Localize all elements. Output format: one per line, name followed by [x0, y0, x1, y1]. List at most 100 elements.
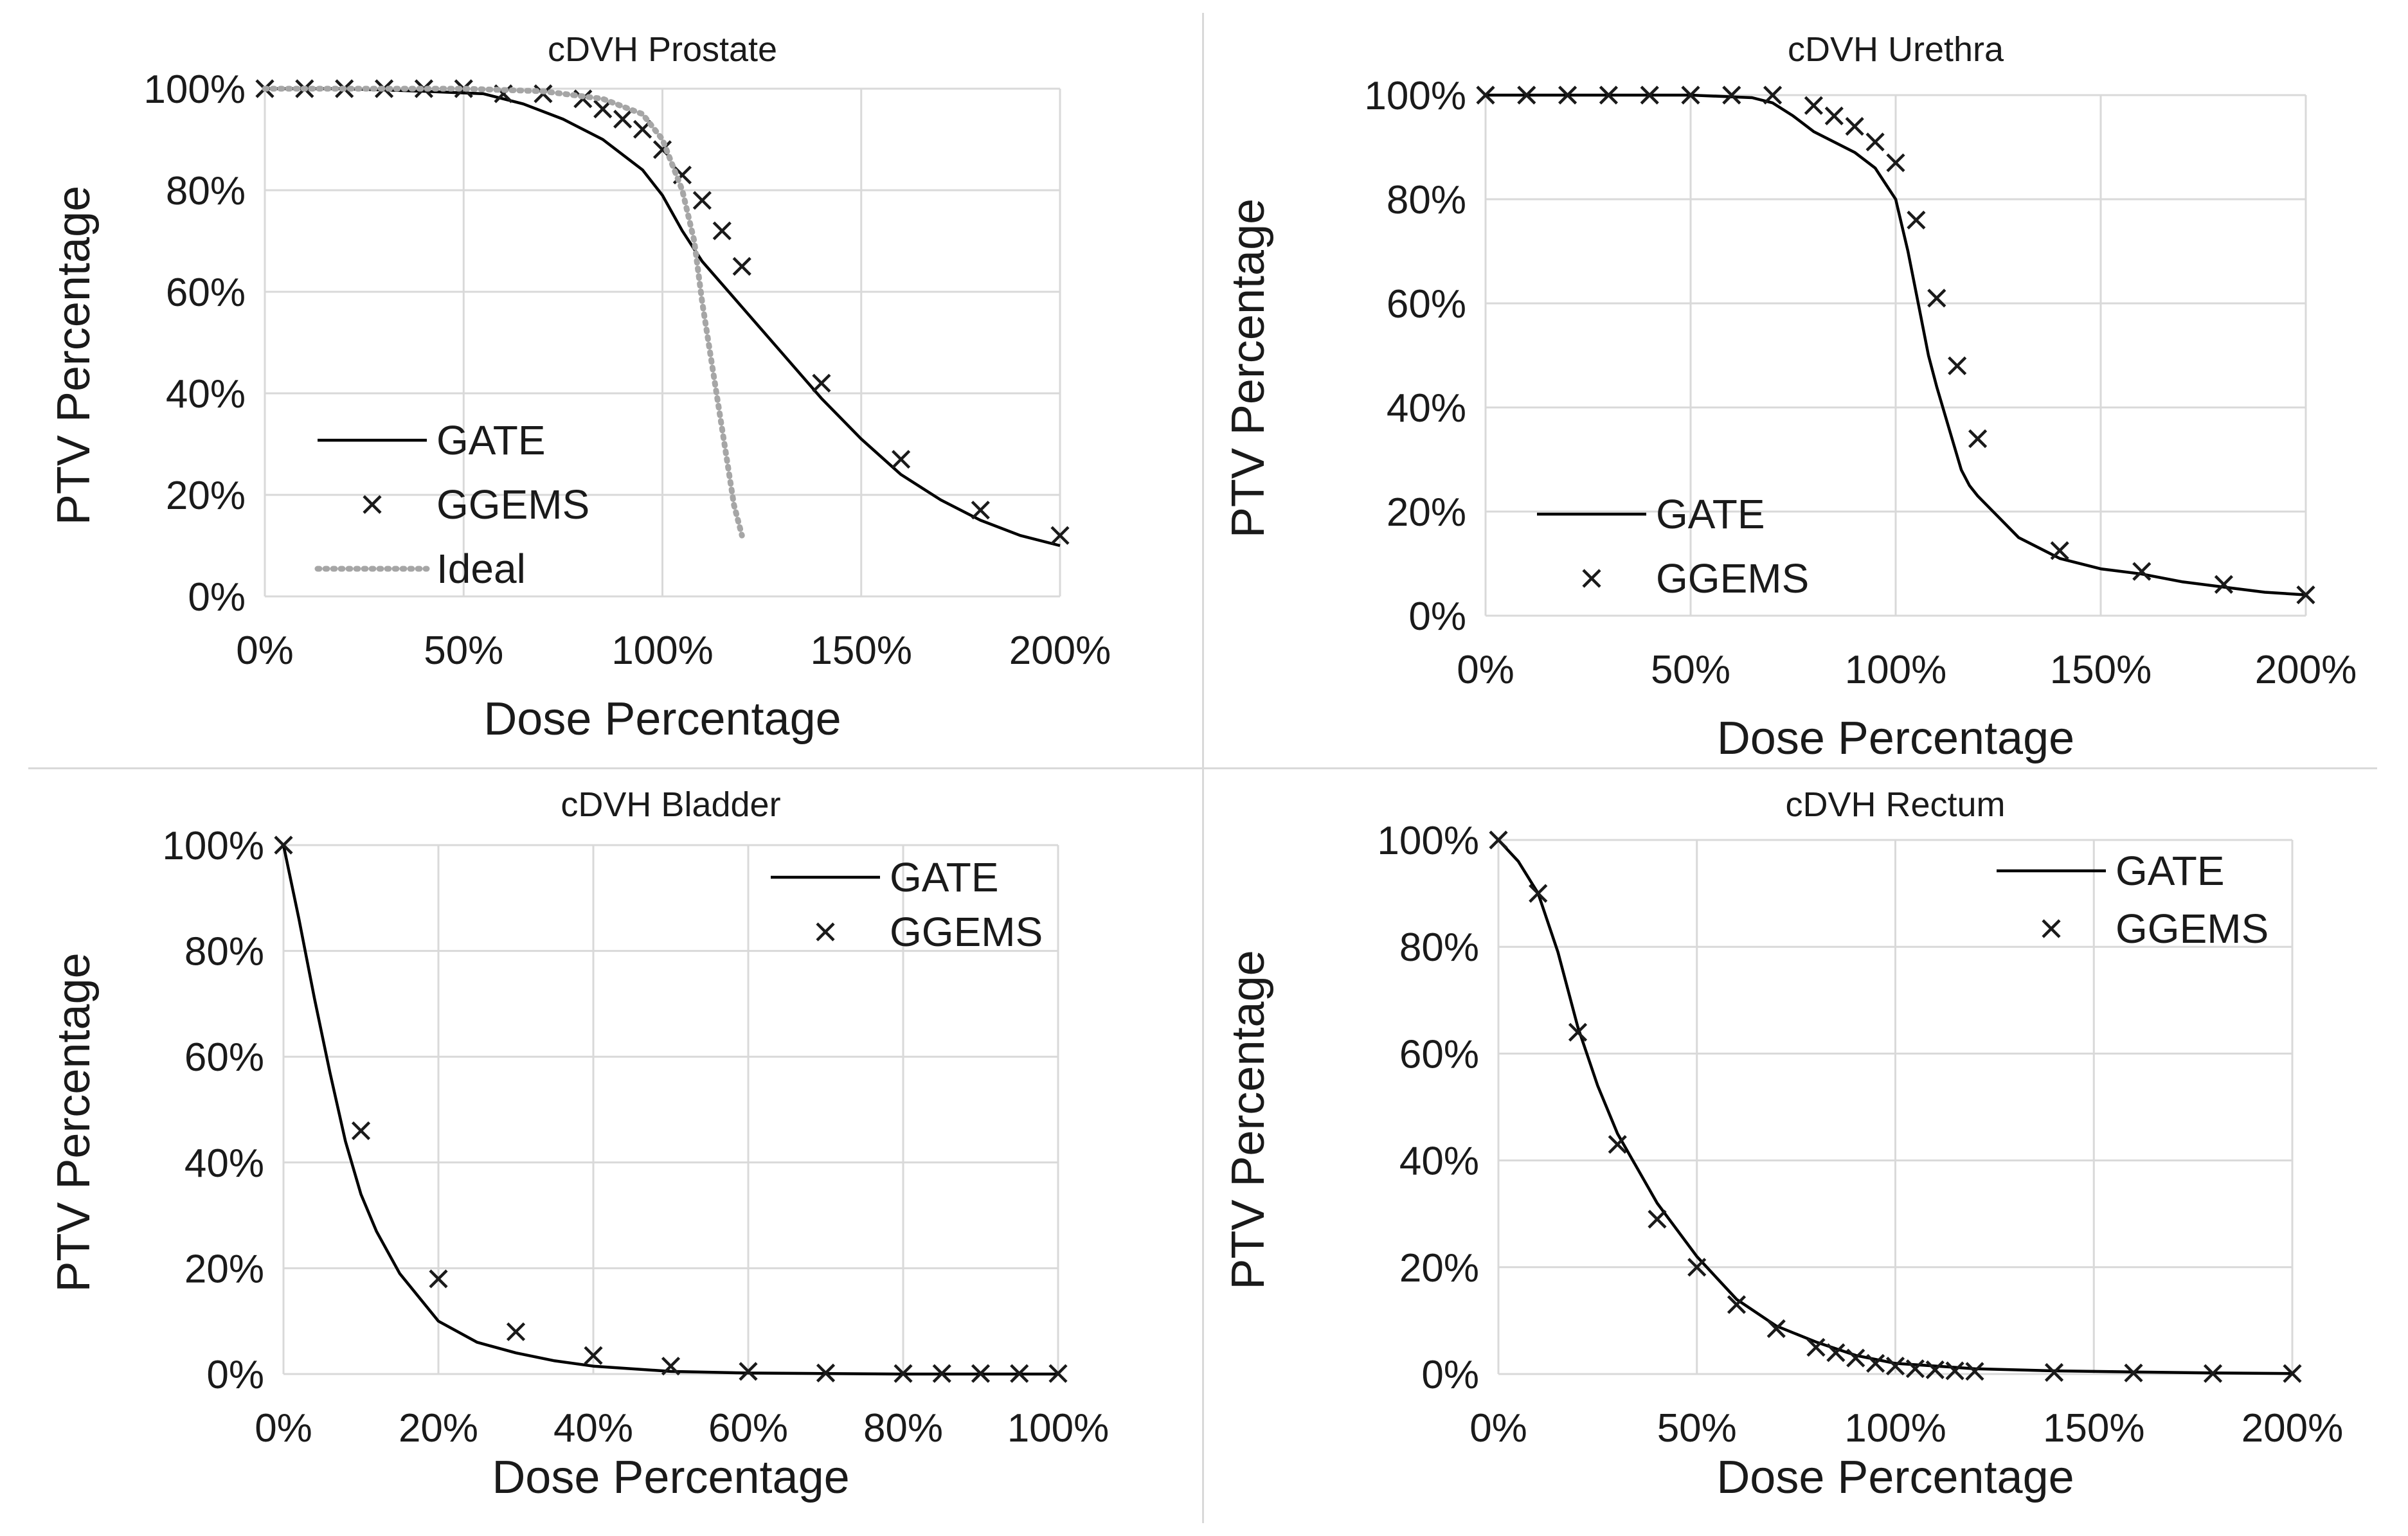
y-tick-label: 60% — [166, 271, 246, 315]
data-point-ggems — [351, 1121, 371, 1141]
legend-entry-gate: GATE — [771, 854, 999, 900]
y-tick-label: 0% — [1408, 594, 1466, 639]
data-point-ggems — [1048, 1364, 1068, 1383]
x-tick-label: 20% — [399, 1406, 478, 1451]
data-point-ggems — [2124, 1363, 2143, 1382]
y-tick-label: 100% — [162, 824, 264, 868]
data-point-ggems — [1826, 1343, 1846, 1362]
data-point-ggems — [1727, 1295, 1747, 1314]
y-tick-label: 40% — [166, 372, 246, 416]
y-tick-label: 60% — [1387, 282, 1466, 326]
y-axis-label: PTV Percentage — [1223, 199, 1274, 538]
data-point-ggems — [1476, 85, 1495, 105]
y-tick-label: 80% — [1387, 178, 1466, 222]
legend-entry-ggems: GGEMS — [363, 481, 589, 528]
y-axis-label: PTV Percentage — [48, 186, 100, 525]
chart-rectum: cDVH Rectum 0% 20% 40% 60% 80% 100% 0% 50% 100% 15… — [1223, 785, 2344, 1503]
x-tick-label: 60% — [708, 1406, 788, 1451]
data-point-ggems — [593, 100, 613, 119]
chart-title: cDVH Urethra — [1788, 30, 2004, 69]
chart-title: cDVH Prostate — [548, 30, 777, 69]
data-point-ggems — [2283, 1364, 2302, 1383]
y-tick-label: 80% — [166, 169, 246, 213]
x-tick-label: 80% — [863, 1406, 943, 1451]
data-point-ggems — [739, 1362, 758, 1381]
y-tick-label: 40% — [184, 1141, 264, 1186]
legend-entry-ideal: Ideal — [314, 546, 526, 592]
data-point-ggems — [1489, 830, 1508, 850]
data-point-ggems — [1965, 1362, 1984, 1381]
data-point-ggems — [1845, 117, 1864, 136]
data-point-ggems — [1866, 1353, 1885, 1373]
data-point-ggems — [732, 256, 751, 276]
x-tick-label: 150% — [2043, 1406, 2145, 1451]
x-tick-label: 40% — [553, 1406, 633, 1451]
x-tick-label: 50% — [1651, 648, 1730, 692]
chart-title: cDVH Bladder — [561, 785, 780, 824]
data-point-ggems — [971, 1364, 991, 1383]
data-point-ggems — [1722, 85, 1741, 105]
y-tick-label: 20% — [1399, 1246, 1479, 1290]
x-tick-label: 0% — [255, 1406, 312, 1451]
chart-urethra: cDVH Urethra 0% 20% 40% 60% 80% 100% 0% 50% 100% 1… — [1223, 30, 2357, 764]
data-point-ggems — [1687, 1258, 1707, 1277]
data-point-ggems — [1846, 1348, 1865, 1368]
data-point-ggems — [1010, 1364, 1029, 1383]
data-point-ggems — [1806, 1337, 1826, 1357]
x-axis-label: Dose Percentage — [492, 1452, 849, 1503]
y-tick-label: 80% — [184, 930, 264, 974]
y-tick-label: 0% — [206, 1353, 264, 1397]
y-tick-label: 100% — [1377, 819, 1479, 863]
data-point-ggems — [1948, 356, 1967, 375]
x-tick-label: 200% — [2242, 1406, 2344, 1451]
data-point-ggems — [1517, 85, 1536, 105]
y-axis-label: PTV Percentage — [48, 952, 100, 1292]
x-tick-label: 150% — [2050, 648, 2152, 692]
panel-divider-horizontal — [28, 767, 2377, 769]
x-tick-label: 200% — [2255, 648, 2357, 692]
legend-entry-ggems: GGEMS — [2042, 906, 2269, 952]
data-point-ggems — [1599, 85, 1618, 105]
data-point-ggems — [2050, 541, 2069, 560]
y-tick-label: 20% — [1387, 490, 1466, 535]
legend-label: GGEMS — [436, 481, 589, 528]
x-tick-label: 0% — [1457, 648, 1514, 692]
data-point-ggems — [429, 1269, 448, 1289]
series-line-gate — [1486, 93, 2306, 596]
data-point-ggems — [1648, 1210, 1667, 1229]
legend-label: GGEMS — [890, 909, 1043, 955]
data-point-ggems — [584, 1346, 603, 1365]
data-point-ggems — [816, 1363, 836, 1382]
x-tick-label: 100% — [1007, 1406, 1110, 1451]
y-tick-label: 0% — [188, 575, 246, 620]
data-point-ggems — [1568, 1023, 1588, 1042]
panel-prostate: cDVH Prostate 0% 20% 40% 60% 80% 100% 0% 50% 100%… — [28, 13, 1203, 768]
data-point-ggems — [1640, 85, 1659, 105]
data-point-ggems — [613, 109, 633, 129]
legend-label: GATE — [890, 854, 999, 900]
legend-entry-ggems: GGEMS — [1582, 555, 1809, 602]
x-tick-label: 50% — [424, 629, 503, 673]
chart-bladder: cDVH Bladder 0% 20% 40% 60% 80% 100% 0% 20% 40% 60… — [48, 785, 1110, 1503]
x-axis-label: Dose Percentage — [1717, 713, 2074, 764]
data-point-ggems — [2132, 562, 2152, 581]
data-point-ggems — [1907, 210, 1926, 229]
data-point-ggems — [506, 1322, 526, 1341]
panel-bladder: cDVH Bladder 0% 20% 40% 60% 80% 100% 0% 20% 40% 60… — [28, 768, 1203, 1523]
data-point-ggems — [1766, 1319, 1786, 1338]
data-point-ggems — [1608, 1135, 1627, 1154]
data-point-ggems — [1925, 1360, 1945, 1379]
x-axis-label: Dose Percentage — [483, 693, 841, 745]
legend-label: GGEMS — [1656, 555, 1809, 602]
legend-entry-gate: GATE — [1537, 491, 1765, 537]
panel-urethra: cDVH Urethra 0% 20% 40% 60% 80% 100% 0% 50% 100% 1… — [1203, 13, 2377, 768]
x-tick-label: 200% — [1009, 629, 1111, 673]
data-point-ggems — [1865, 132, 1885, 152]
y-tick-label: 0% — [1421, 1353, 1479, 1397]
x-tick-label: 50% — [1657, 1406, 1737, 1451]
legend-label: GATE — [436, 417, 546, 463]
data-point-ggems — [1824, 106, 1844, 125]
data-point-ggems — [1905, 1359, 1925, 1379]
y-tick-label: 60% — [184, 1035, 264, 1080]
legend-entry-gate: GATE — [1997, 848, 2225, 894]
